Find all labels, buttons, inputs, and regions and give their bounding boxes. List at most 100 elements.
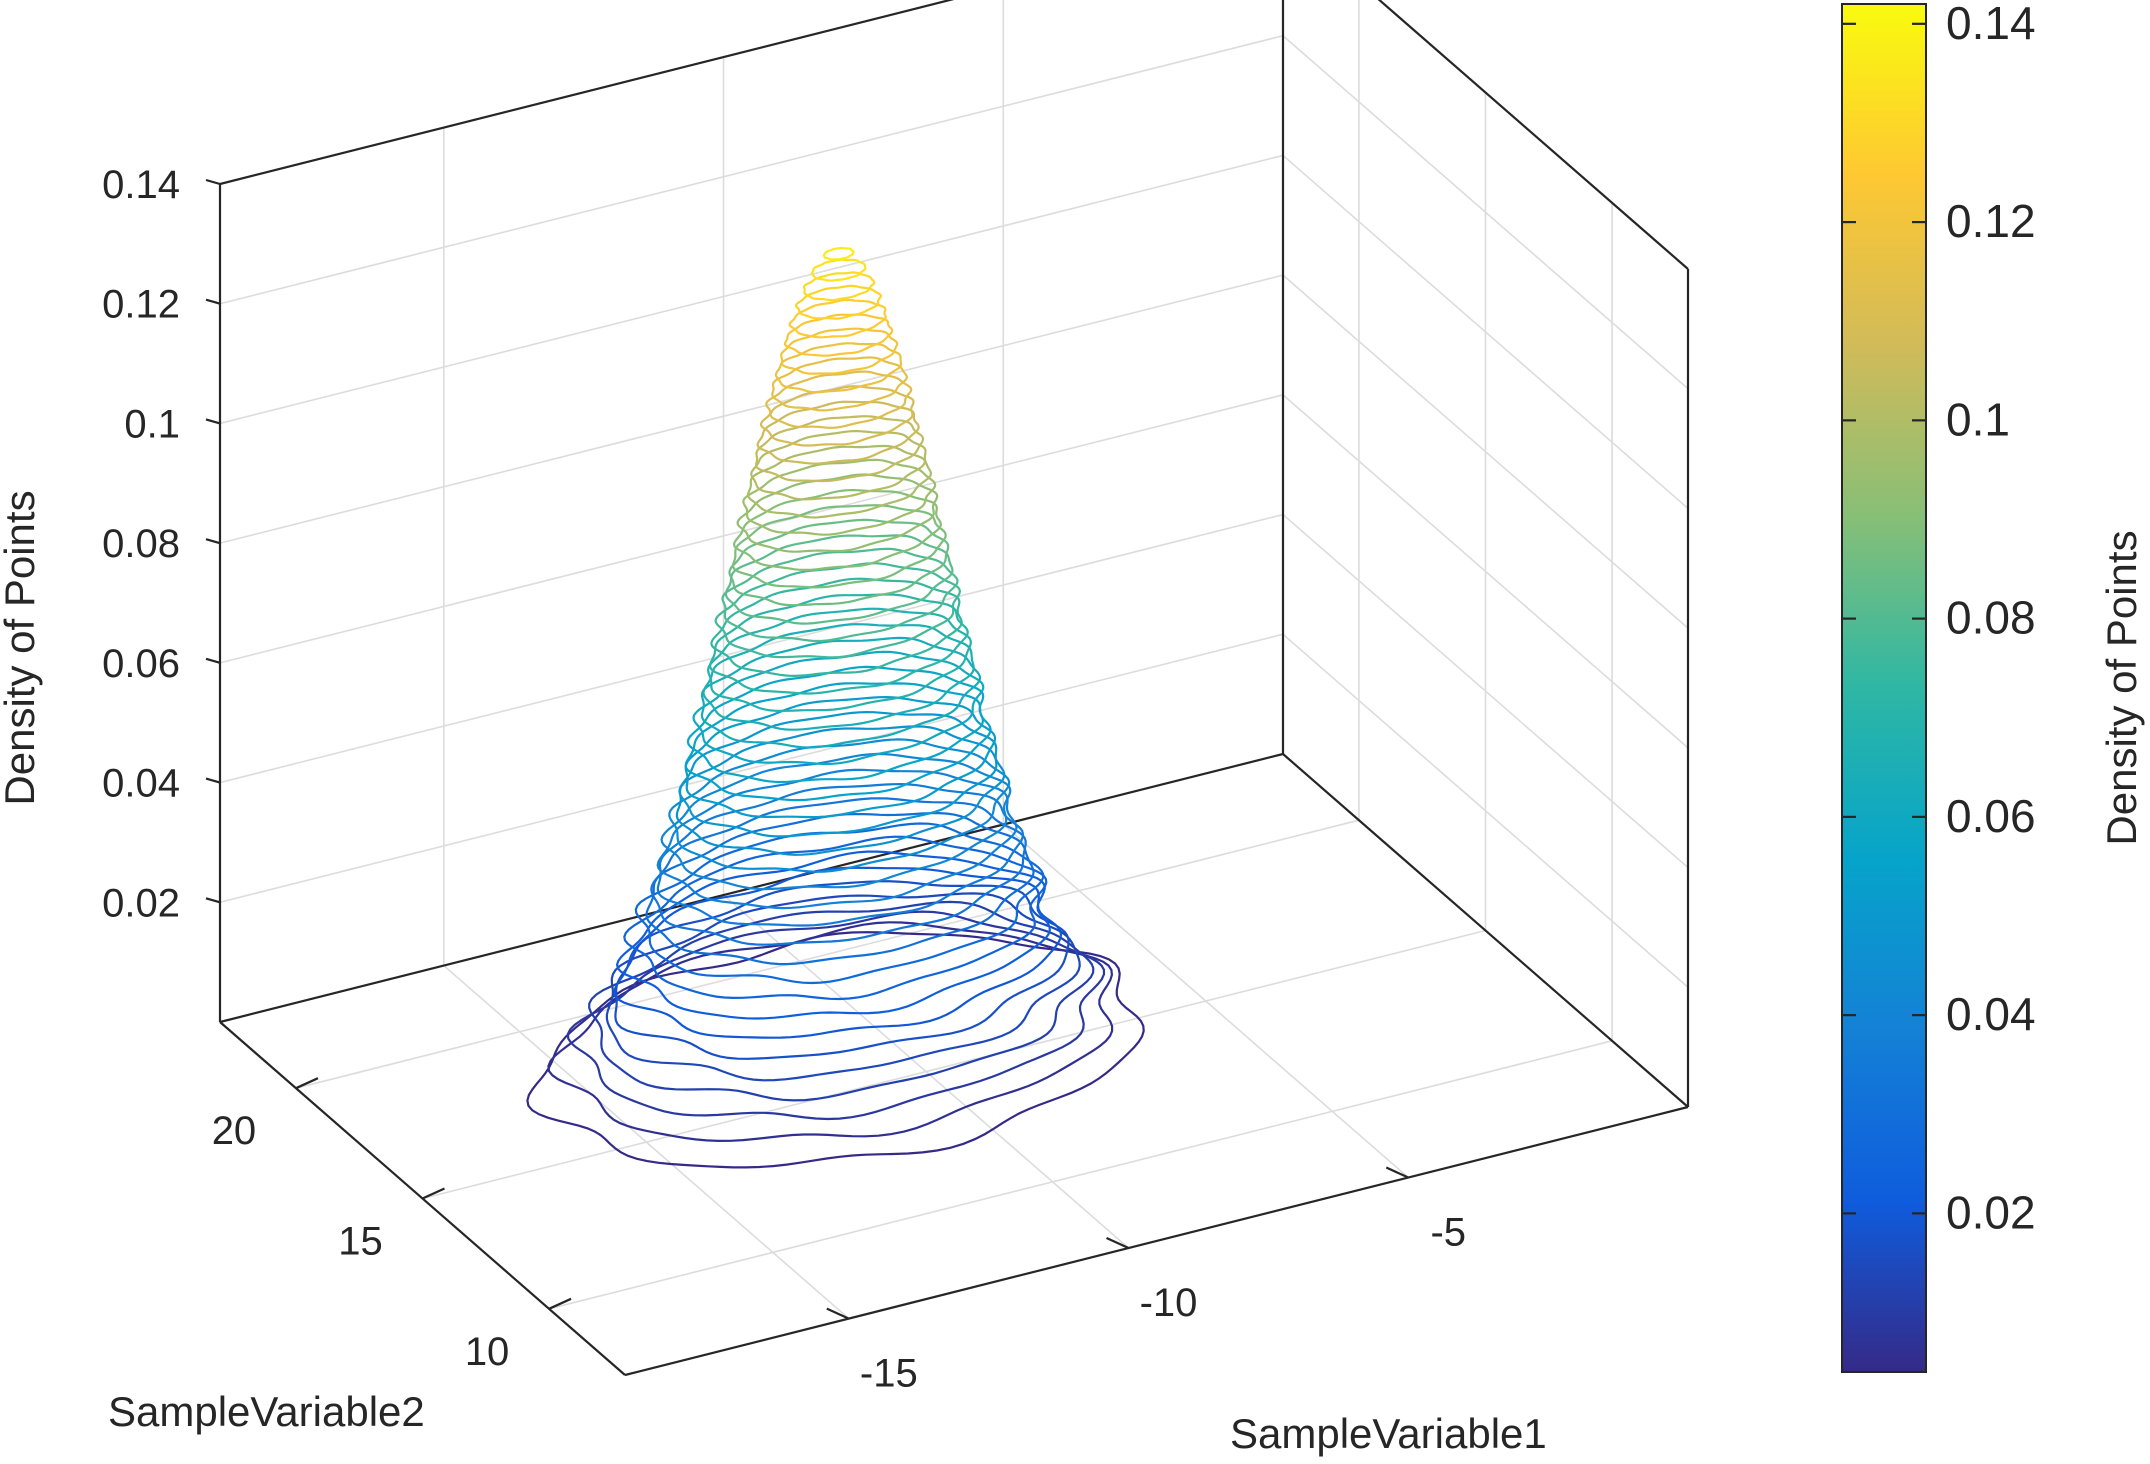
colorbar-tick-label: 0.08 bbox=[1946, 592, 2036, 644]
x-tick-mark bbox=[826, 1307, 850, 1320]
axis-edge bbox=[219, 0, 955, 186]
contour-line bbox=[780, 327, 899, 375]
grid-line bbox=[219, 34, 1284, 305]
contour-line bbox=[692, 650, 985, 766]
z-axis-ticks: 0.02 0.04 0.06 0.08 0.1 0.12 0.14 bbox=[102, 163, 221, 925]
axes-frame bbox=[218, 0, 1690, 1108]
contour-line bbox=[623, 835, 1048, 1001]
colorbar-tick-label: 0.04 bbox=[1946, 988, 2036, 1040]
grid-line bbox=[422, 929, 1486, 1200]
contour-line bbox=[788, 298, 887, 339]
z-tick-mark bbox=[205, 418, 221, 425]
contour-line bbox=[709, 593, 969, 695]
contour-line bbox=[771, 356, 909, 412]
contour-line bbox=[756, 400, 920, 465]
colorbar-tick-label: 0.12 bbox=[1946, 195, 2036, 247]
x-tick-mark bbox=[1106, 1237, 1129, 1250]
contour-line bbox=[566, 910, 1106, 1121]
y-axis-label: SampleVariable2 bbox=[108, 1388, 425, 1435]
colorbar-tick-label: 0.06 bbox=[1946, 790, 2036, 842]
contour-line bbox=[656, 768, 1018, 910]
z-axis-label: Density of Points bbox=[0, 490, 43, 805]
contour-line bbox=[774, 342, 903, 394]
z-tick-label: 0.06 bbox=[102, 642, 180, 686]
contour-line bbox=[686, 665, 985, 784]
colorbar-tick-label: 0.14 bbox=[1946, 0, 2036, 49]
contour-line bbox=[660, 752, 1012, 891]
contour-line bbox=[710, 577, 963, 678]
axes-front-edges bbox=[219, 1021, 1689, 1377]
contour-line bbox=[706, 607, 972, 713]
contour-line bbox=[736, 473, 939, 553]
colorbar: 0.02 0.04 0.06 0.08 0.1 0.12 0.14 Density of P… bbox=[1841, 0, 2145, 1373]
contour-line bbox=[702, 623, 975, 731]
z-tick-label: 0.12 bbox=[102, 283, 180, 327]
contour-line bbox=[547, 921, 1114, 1143]
contour-line bbox=[765, 370, 913, 429]
contour-line bbox=[746, 444, 933, 519]
contour-line bbox=[742, 458, 937, 536]
contour-line bbox=[675, 725, 1006, 856]
contour-line bbox=[650, 797, 1027, 946]
colorbar-label: Density of Points bbox=[2098, 530, 2145, 845]
contour-line bbox=[684, 682, 992, 802]
grid-line bbox=[548, 1040, 1613, 1310]
grid-line bbox=[219, 274, 1284, 544]
y-tick-label: 10 bbox=[465, 1330, 510, 1374]
contour-line bbox=[731, 504, 947, 589]
x-tick-label: -15 bbox=[860, 1352, 918, 1396]
grid-lines bbox=[219, 0, 1689, 1320]
contour-line bbox=[656, 782, 1025, 927]
contour-line bbox=[759, 385, 915, 447]
contour-line bbox=[678, 710, 998, 838]
contour-line bbox=[783, 313, 894, 357]
contour-line bbox=[721, 547, 959, 643]
x-axis-ticks: -15 -10 -5 bbox=[826, 1166, 1466, 1396]
contour-line bbox=[795, 284, 882, 320]
z-tick-label: 0.1 bbox=[124, 402, 180, 446]
contour-line bbox=[684, 695, 997, 819]
contour-line bbox=[802, 271, 876, 302]
x-tick-label: -5 bbox=[1430, 1211, 1466, 1255]
contour-line bbox=[526, 931, 1145, 1169]
contour-line bbox=[645, 811, 1035, 966]
contour-lines bbox=[526, 246, 1145, 1169]
z-tick-label: 0.08 bbox=[102, 522, 180, 566]
contour-line bbox=[810, 258, 867, 282]
contour-line bbox=[822, 246, 855, 261]
grid-line bbox=[219, 0, 954, 185]
y-tick-mark bbox=[548, 1297, 572, 1310]
grid-line bbox=[219, 154, 1284, 425]
y-axis-ticks: 10 15 20 bbox=[212, 1077, 572, 1374]
colorbar-gradient bbox=[1841, 3, 1927, 1373]
contour-line bbox=[732, 488, 942, 571]
colorbar-tick-label: 0.02 bbox=[1946, 1186, 2036, 1238]
contour-line bbox=[755, 415, 925, 483]
y-tick-mark bbox=[422, 1187, 445, 1200]
contour-line bbox=[634, 822, 1045, 985]
contour-line bbox=[668, 738, 1011, 873]
x-tick-label: -10 bbox=[1140, 1281, 1198, 1325]
contour-line bbox=[613, 866, 1063, 1039]
axis-edge bbox=[1377, 0, 1689, 270]
contour-line bbox=[605, 892, 1081, 1082]
axis-edge bbox=[1282, 753, 1689, 1108]
contour-line bbox=[714, 562, 962, 659]
y-tick-label: 15 bbox=[338, 1220, 383, 1264]
x-axis-label: SampleVariable1 bbox=[1230, 1410, 1547, 1457]
y-tick-label: 20 bbox=[212, 1109, 257, 1153]
contour-line bbox=[724, 534, 954, 625]
z-tick-mark bbox=[205, 298, 221, 305]
contour-line bbox=[615, 850, 1051, 1020]
x-tick-mark bbox=[1385, 1166, 1409, 1179]
z-tick-mark bbox=[205, 178, 221, 186]
z-tick-mark bbox=[205, 538, 221, 545]
colorbar-ticks: 0.02 0.04 0.06 0.08 0.1 0.12 0.14 bbox=[1842, 0, 2036, 1238]
z-tick-label: 0.14 bbox=[102, 163, 180, 207]
z-tick-mark bbox=[205, 777, 221, 784]
y-tick-mark bbox=[295, 1077, 319, 1090]
colorbar-tick-label: 0.1 bbox=[1946, 393, 2010, 445]
grid-line bbox=[219, 513, 1284, 784]
contour-line bbox=[728, 518, 950, 607]
